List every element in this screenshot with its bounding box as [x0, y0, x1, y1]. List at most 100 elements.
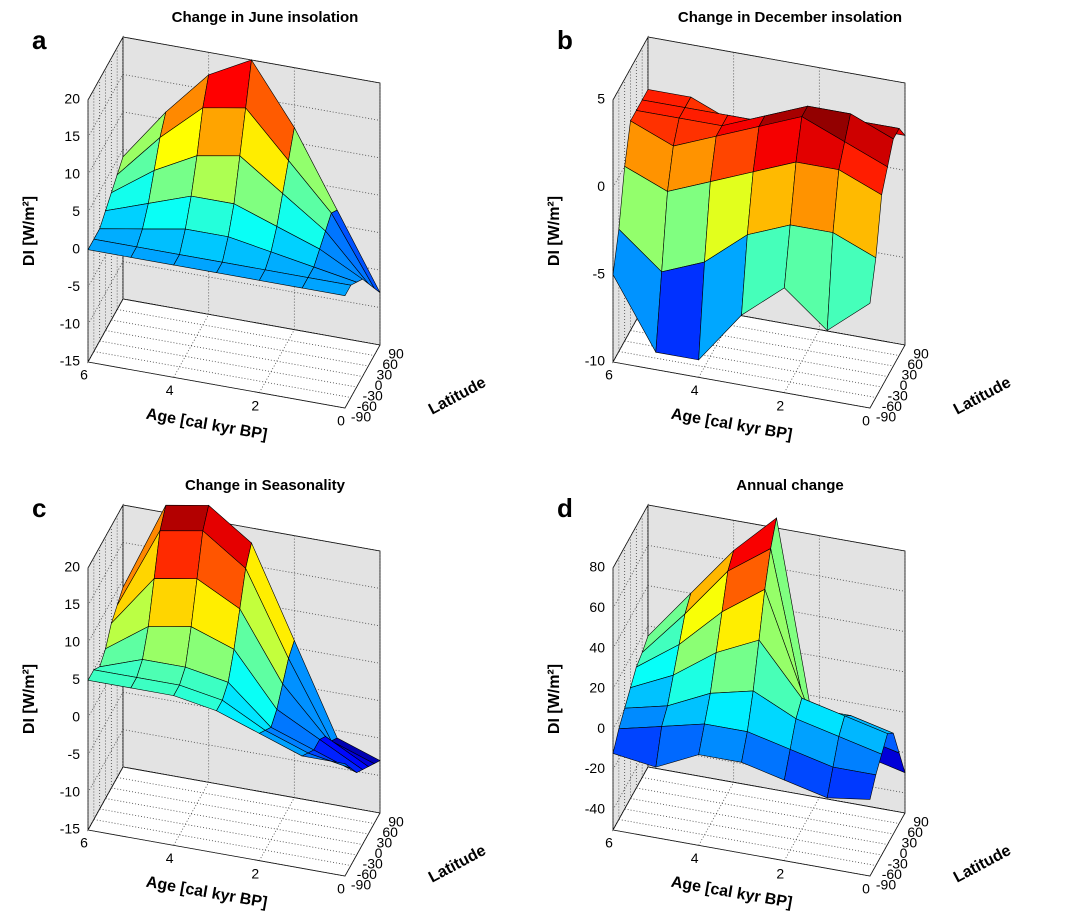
x-tick-label: 4: [166, 382, 174, 398]
z-tick-label: 10: [64, 634, 80, 650]
z-tick-label: -15: [60, 821, 80, 837]
y-tick-label: 90: [388, 814, 404, 830]
z-tick-label: 20: [64, 91, 80, 107]
z-tick-label: -5: [68, 746, 81, 762]
chart-title: Change in December insolation: [678, 9, 902, 26]
x-tick-label: 6: [605, 835, 613, 851]
x-tick-label: 4: [166, 850, 174, 866]
surface-patch: [618, 705, 668, 730]
chart-title: Change in June insolation: [172, 9, 359, 26]
grid-line: [87, 261, 124, 325]
z-tick-label: 20: [64, 559, 80, 575]
y-tick-label: 30: [902, 367, 918, 383]
grid-line: [87, 74, 124, 138]
z-axis-label: DI [W/m²]: [546, 196, 563, 266]
grid-line: [612, 585, 649, 649]
surface-patch: [159, 504, 210, 532]
z-tick-label: -5: [68, 278, 81, 294]
y-tick-label: -90: [351, 877, 371, 893]
surface-patch: [196, 107, 247, 157]
z-tick-label: -5: [593, 265, 606, 281]
y-tick-label: -30: [363, 388, 383, 404]
x-tick-label: 2: [776, 397, 784, 413]
grid-line: [612, 545, 649, 609]
x-tick-label: 6: [80, 835, 88, 851]
z-tick-label: -10: [60, 783, 80, 799]
z-tick-label: 15: [64, 128, 80, 144]
x-tick-label: 0: [337, 413, 345, 429]
y-tick-label: 0: [900, 377, 908, 393]
y-tick-label: 60: [382, 356, 398, 372]
x-tick-label: 2: [251, 397, 259, 413]
y-tick-label: 60: [907, 824, 923, 840]
panel-letter: d: [557, 493, 573, 523]
z-tick-label: 0: [72, 240, 80, 256]
panel: -15-10-5051015200246-90-60-300306090Age …: [21, 9, 489, 444]
y-tick-label: -60: [357, 398, 377, 414]
surface-patch: [655, 261, 705, 361]
y-axis-label: Latitude: [951, 842, 1014, 886]
x-tick-label: 6: [605, 367, 613, 383]
z-tick-label: -20: [585, 760, 605, 776]
z-tick-label: 10: [64, 166, 80, 182]
z-tick-label: 0: [597, 178, 605, 194]
x-tick-label: 2: [776, 865, 784, 881]
z-tick-label: -10: [585, 353, 605, 369]
grid-line: [87, 579, 124, 644]
chart-title: Change in Seasonality: [185, 477, 346, 494]
grid-line: [87, 149, 124, 213]
x-tick-label: 0: [862, 881, 870, 897]
z-tick-label: -10: [60, 315, 80, 331]
x-tick-label: 0: [862, 413, 870, 429]
x-axis-label: Age [cal kyr BP]: [145, 406, 269, 444]
z-tick-label: 5: [72, 671, 80, 687]
z-axis-label: DI [W/m²]: [21, 196, 38, 266]
z-tick-label: 0: [597, 720, 605, 736]
z-tick-label: 80: [589, 559, 605, 575]
panel-letter: b: [557, 25, 573, 55]
y-tick-label: 30: [902, 835, 918, 851]
z-tick-label: 5: [597, 91, 605, 107]
y-tick-label: -60: [357, 866, 377, 882]
y-tick-label: 90: [913, 814, 929, 830]
x-axis-label: Age [cal kyr BP]: [145, 874, 269, 912]
z-tick-label: -40: [585, 801, 605, 817]
z-tick-label: -15: [60, 353, 80, 369]
y-tick-label: 30: [377, 835, 393, 851]
x-tick-label: 0: [337, 881, 345, 897]
y-tick-label: -60: [882, 866, 902, 882]
z-tick-label: 20: [589, 680, 605, 696]
z-tick-label: 40: [589, 639, 605, 655]
y-tick-label: 60: [382, 824, 398, 840]
surface-patch: [826, 232, 877, 332]
grid-line: [87, 691, 124, 756]
x-tick-label: 2: [251, 865, 259, 881]
surface-patch: [190, 155, 241, 205]
panel: -15-10-5051015200246-90-60-300306090Age …: [21, 477, 489, 912]
grid-line: [87, 542, 124, 606]
z-axis-label: DI [W/m²]: [21, 664, 38, 734]
y-tick-label: -30: [888, 856, 908, 872]
surface-patch: [789, 161, 840, 233]
x-tick-label: 4: [691, 850, 699, 866]
chart-title: Annual change: [736, 477, 844, 494]
y-tick-label: -90: [351, 409, 371, 425]
surface-patch: [301, 277, 352, 297]
surface-patch: [826, 766, 877, 800]
y-tick-label: 0: [375, 845, 383, 861]
y-tick-label: 60: [907, 356, 923, 372]
y-tick-label: -90: [876, 877, 896, 893]
surface-patch: [661, 181, 711, 273]
grid-line: [87, 729, 124, 793]
z-axis-label: DI [W/m²]: [546, 664, 563, 734]
y-axis-label: Latitude: [426, 374, 489, 418]
surface-patch: [153, 530, 204, 580]
y-tick-label: 30: [377, 367, 393, 383]
z-tick-label: 15: [64, 596, 80, 612]
y-tick-label: 90: [388, 346, 404, 362]
x-axis-label: Age [cal kyr BP]: [670, 874, 794, 912]
